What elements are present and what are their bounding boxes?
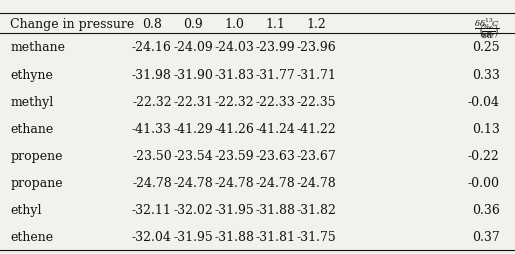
Text: propane: propane	[10, 176, 63, 189]
Text: -22.35: -22.35	[297, 95, 336, 108]
Text: -41.24: -41.24	[255, 122, 296, 135]
Text: -32.02: -32.02	[173, 203, 213, 216]
Text: methane: methane	[10, 41, 65, 54]
Text: 1.1: 1.1	[266, 18, 285, 30]
Text: 0.25: 0.25	[472, 41, 500, 54]
Text: -22.33: -22.33	[255, 95, 296, 108]
Text: -24.78: -24.78	[297, 176, 337, 189]
Text: -31.83: -31.83	[214, 68, 254, 81]
Text: -31.90: -31.90	[173, 68, 213, 81]
Text: -41.29: -41.29	[173, 122, 213, 135]
Text: -0.00: -0.00	[468, 176, 500, 189]
Text: ethyl: ethyl	[10, 203, 42, 216]
Text: 1.0: 1.0	[225, 18, 244, 30]
Text: -24.78: -24.78	[255, 176, 296, 189]
Text: -24.78: -24.78	[214, 176, 254, 189]
Text: -31.88: -31.88	[255, 203, 296, 216]
Text: -41.26: -41.26	[214, 122, 254, 135]
Text: -24.03: -24.03	[214, 41, 254, 54]
Text: -31.71: -31.71	[297, 68, 337, 81]
Text: -23.99: -23.99	[256, 41, 295, 54]
Text: -24.78: -24.78	[132, 176, 172, 189]
Text: propene: propene	[10, 149, 63, 162]
Text: -31.95: -31.95	[214, 203, 254, 216]
Text: -32.11: -32.11	[132, 203, 172, 216]
Text: ethene: ethene	[10, 230, 54, 243]
Text: -23.96: -23.96	[297, 41, 337, 54]
Text: -31.82: -31.82	[297, 203, 337, 216]
Text: -24.09: -24.09	[173, 41, 213, 54]
Text: 0.13: 0.13	[472, 122, 500, 135]
Text: -31.98: -31.98	[132, 68, 172, 81]
Text: 0.33: 0.33	[472, 68, 500, 81]
Text: -22.32: -22.32	[215, 95, 254, 108]
Text: -31.88: -31.88	[214, 230, 254, 243]
Text: methyl: methyl	[10, 95, 54, 108]
Text: -41.22: -41.22	[297, 122, 337, 135]
Text: -32.04: -32.04	[132, 230, 172, 243]
Text: -22.32: -22.32	[132, 95, 171, 108]
Text: -22.31: -22.31	[173, 95, 213, 108]
Text: -24.16: -24.16	[132, 41, 172, 54]
Text: 0.36: 0.36	[472, 203, 500, 216]
Text: Change in pressure: Change in pressure	[10, 18, 134, 30]
Text: -23.59: -23.59	[215, 149, 254, 162]
Text: $\frac{\delta\delta^{13}\!C}{\delta P}$: $\frac{\delta\delta^{13}\!C}{\delta P}$	[474, 17, 500, 39]
Text: -23.63: -23.63	[255, 149, 296, 162]
Text: -23.50: -23.50	[132, 149, 172, 162]
Text: 0.37: 0.37	[472, 230, 500, 243]
Text: 0.9: 0.9	[183, 18, 203, 30]
Text: -31.81: -31.81	[255, 230, 296, 243]
Text: -23.54: -23.54	[173, 149, 213, 162]
Text: -23.67: -23.67	[297, 149, 337, 162]
Text: -41.33: -41.33	[132, 122, 172, 135]
Text: -31.95: -31.95	[173, 230, 213, 243]
Text: 1.2: 1.2	[307, 18, 327, 30]
Text: -0.22: -0.22	[468, 149, 500, 162]
Text: $\left(\!\frac{\mathregular{‰}}{\mathregular{bar}}\!\right)$: $\left(\!\frac{\mathregular{‰}}{\mathreg…	[478, 23, 500, 41]
Text: -31.75: -31.75	[297, 230, 337, 243]
Text: ethane: ethane	[10, 122, 54, 135]
Text: -24.78: -24.78	[173, 176, 213, 189]
Text: -0.04: -0.04	[468, 95, 500, 108]
Text: ethyne: ethyne	[10, 68, 53, 81]
Text: -31.77: -31.77	[255, 68, 296, 81]
Text: 0.8: 0.8	[142, 18, 162, 30]
